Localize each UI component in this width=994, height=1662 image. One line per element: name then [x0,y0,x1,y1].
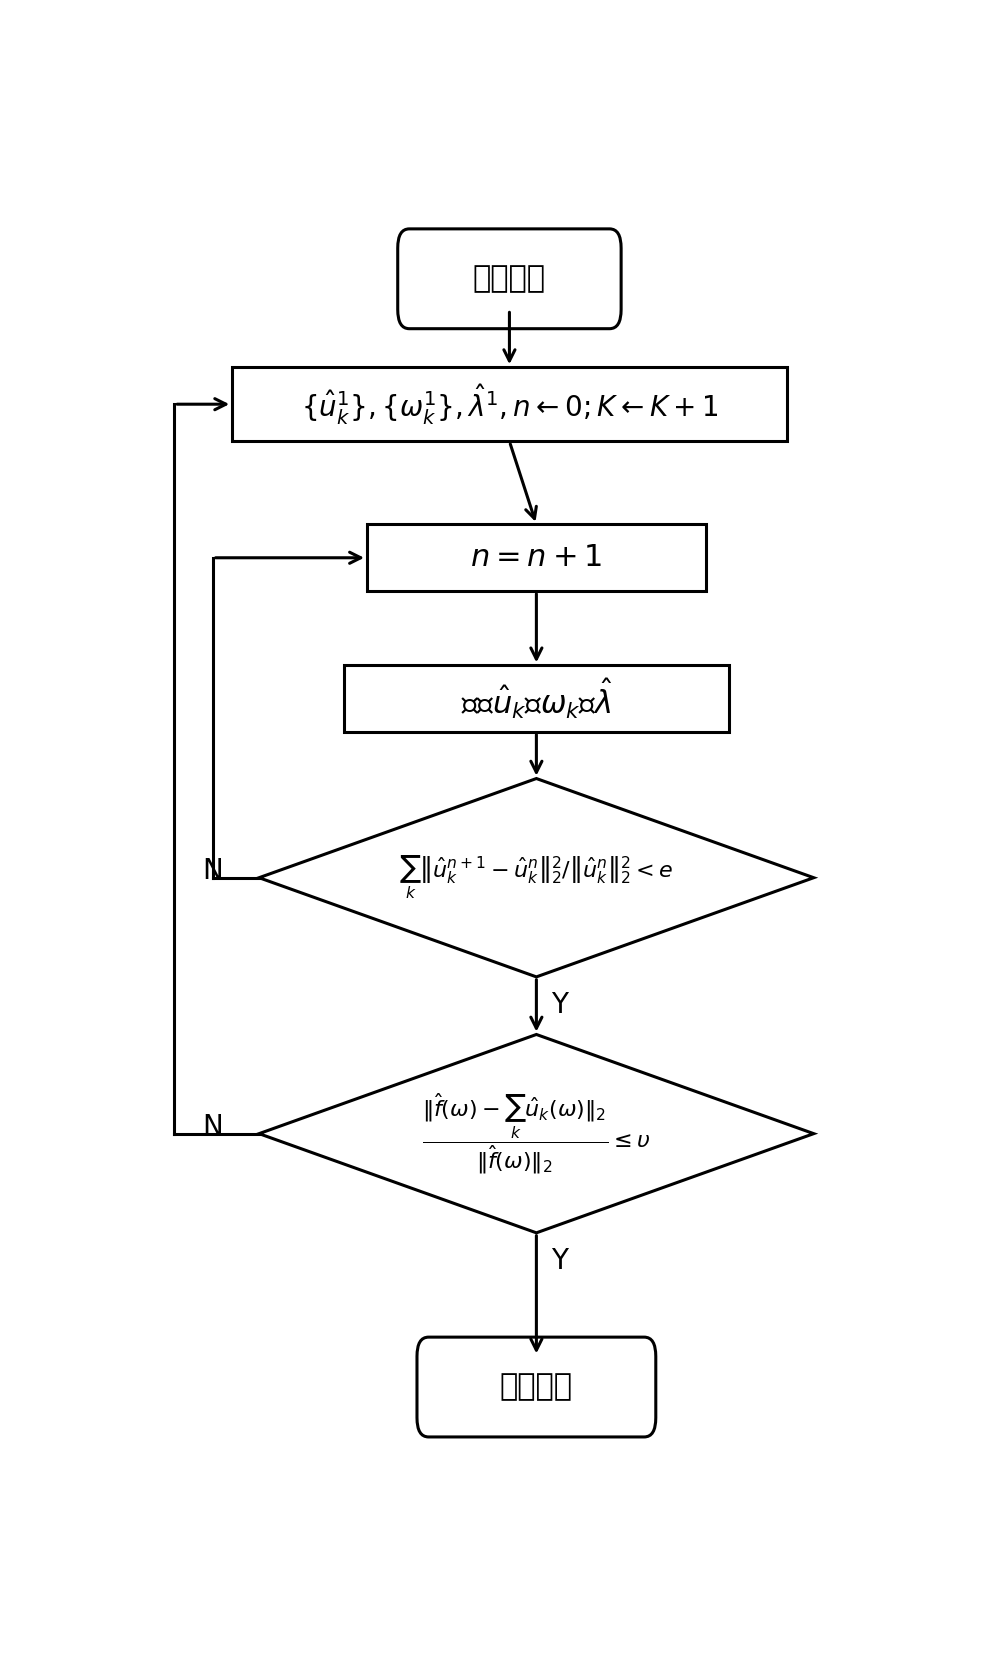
Text: 输入信号: 输入信号 [473,264,546,293]
Text: Y: Y [551,991,568,1019]
Text: 输出模态: 输出模态 [500,1373,573,1401]
Polygon shape [259,1034,814,1233]
Bar [344,665,729,731]
Text: $\sum_k\left\|\hat{u}_k^{n+1}-\hat{u}_k^n\right\|_2^2/\left\|\hat{u}_k^n\right\|: $\sum_k\left\|\hat{u}_k^{n+1}-\hat{u}_k^… [400,854,673,901]
Text: N: N [203,1114,224,1142]
Text: $\{\hat{u}_k^1\},\{\omega_k^1\},\hat{\lambda}^1,n\leftarrow 0;K\leftarrow K+1$: $\{\hat{u}_k^1\},\{\omega_k^1\},\hat{\la… [300,382,719,427]
Bar [233,367,787,442]
Text: $\dfrac{\|\hat{f}(\omega)-\sum_k\hat{u}_k(\omega)\|_2}{\|\hat{f}(\omega)\|_2}\le: $\dfrac{\|\hat{f}(\omega)-\sum_k\hat{u}_… [422,1092,651,1177]
Text: 更新$\hat{u}_k$、$\omega_k$、$\hat{\lambda}$: 更新$\hat{u}_k$、$\omega_k$、$\hat{\lambda}$ [461,676,612,721]
Text: $n=n+1$: $n=n+1$ [470,543,602,572]
Text: Y: Y [551,1246,568,1275]
Text: N: N [203,858,224,886]
Bar [367,525,706,592]
Polygon shape [259,778,814,977]
FancyBboxPatch shape [398,229,621,329]
FancyBboxPatch shape [417,1338,656,1438]
